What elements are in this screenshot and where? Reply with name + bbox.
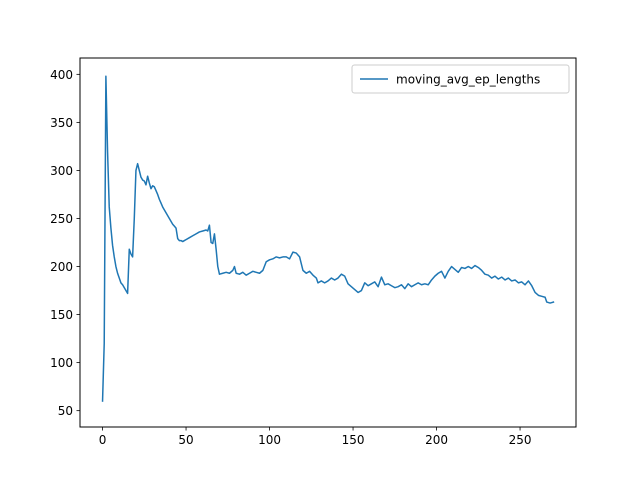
x-tick-label: 50: [178, 433, 193, 447]
y-tick-label: 100: [50, 356, 73, 370]
y-tick-label: 50: [58, 404, 73, 418]
y-tick-label: 300: [50, 164, 73, 178]
x-tick-label: 250: [509, 433, 532, 447]
legend-box: [351, 64, 570, 94]
y-tick-label: 400: [50, 68, 73, 82]
y-tick-label: 350: [50, 116, 73, 130]
x-tick-label: 100: [258, 433, 281, 447]
x-axis: 0 50 100 150 200 250: [99, 427, 532, 447]
legend-label: moving_avg_ep_lengths: [396, 73, 540, 87]
plot-frame: [79, 57, 577, 428]
legend: moving_avg_ep_lengths: [351, 64, 570, 94]
x-tick-label: 200: [425, 433, 448, 447]
y-tick-label: 200: [50, 260, 73, 274]
y-axis: 50 100 150 200 250 300 350 400: [50, 68, 80, 418]
y-tick-label: 150: [50, 308, 73, 322]
x-tick-label: 0: [99, 433, 107, 447]
series-line-0: [101, 75, 555, 402]
y-tick-label: 250: [50, 212, 73, 226]
x-tick-label: 150: [342, 433, 365, 447]
series-layer: [101, 75, 555, 402]
